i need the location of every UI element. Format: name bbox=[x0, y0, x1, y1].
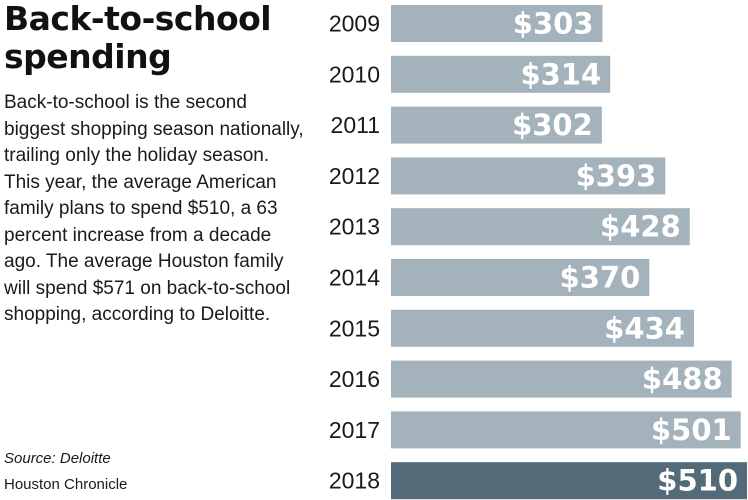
bar-2011 bbox=[391, 106, 602, 144]
value-label-2011: $302 bbox=[512, 108, 593, 142]
year-label-2016: 2016 bbox=[329, 366, 380, 392]
chart-title: Back-to-school spending bbox=[4, 0, 304, 76]
publisher-credit: Houston Chronicle bbox=[4, 476, 128, 493]
value-label-2013: $428 bbox=[600, 210, 681, 244]
bar-2010 bbox=[391, 55, 611, 93]
value-label-2015: $434 bbox=[604, 311, 685, 345]
bar-2013 bbox=[391, 208, 690, 246]
bar-2012 bbox=[391, 157, 666, 195]
value-label-2018: $510 bbox=[657, 464, 738, 498]
year-label-2015: 2015 bbox=[329, 315, 380, 341]
value-label-2017: $501 bbox=[651, 413, 732, 447]
bar-2015 bbox=[391, 309, 694, 347]
year-label-2009: 2009 bbox=[329, 11, 380, 37]
text-panel: Back-to-school spending Back-to-school i… bbox=[4, 0, 304, 500]
bar-2016 bbox=[391, 360, 732, 398]
title-line-2: spending bbox=[4, 37, 172, 76]
value-label-2009: $303 bbox=[513, 7, 594, 41]
year-label-2011: 2011 bbox=[331, 112, 380, 138]
year-label-2012: 2012 bbox=[329, 163, 380, 189]
year-label-2010: 2010 bbox=[329, 61, 380, 87]
bar-2017 bbox=[391, 411, 741, 449]
value-label-2010: $314 bbox=[520, 57, 601, 91]
year-label-2018: 2018 bbox=[329, 468, 380, 494]
title-line-1: Back-to-school bbox=[4, 0, 272, 38]
source-note: Source: Deloitte bbox=[4, 450, 111, 467]
year-label-2017: 2017 bbox=[329, 417, 380, 443]
bar-2018 bbox=[391, 462, 747, 500]
year-label-2014: 2014 bbox=[329, 265, 380, 291]
chart-description: Back-to-school is the second biggest sho… bbox=[4, 92, 304, 325]
value-label-2014: $370 bbox=[560, 261, 641, 295]
bar-2014 bbox=[391, 259, 650, 296]
value-label-2012: $393 bbox=[576, 159, 657, 193]
value-label-2016: $488 bbox=[642, 362, 723, 396]
bar-2009 bbox=[391, 5, 603, 42]
year-label-2013: 2013 bbox=[329, 214, 380, 240]
